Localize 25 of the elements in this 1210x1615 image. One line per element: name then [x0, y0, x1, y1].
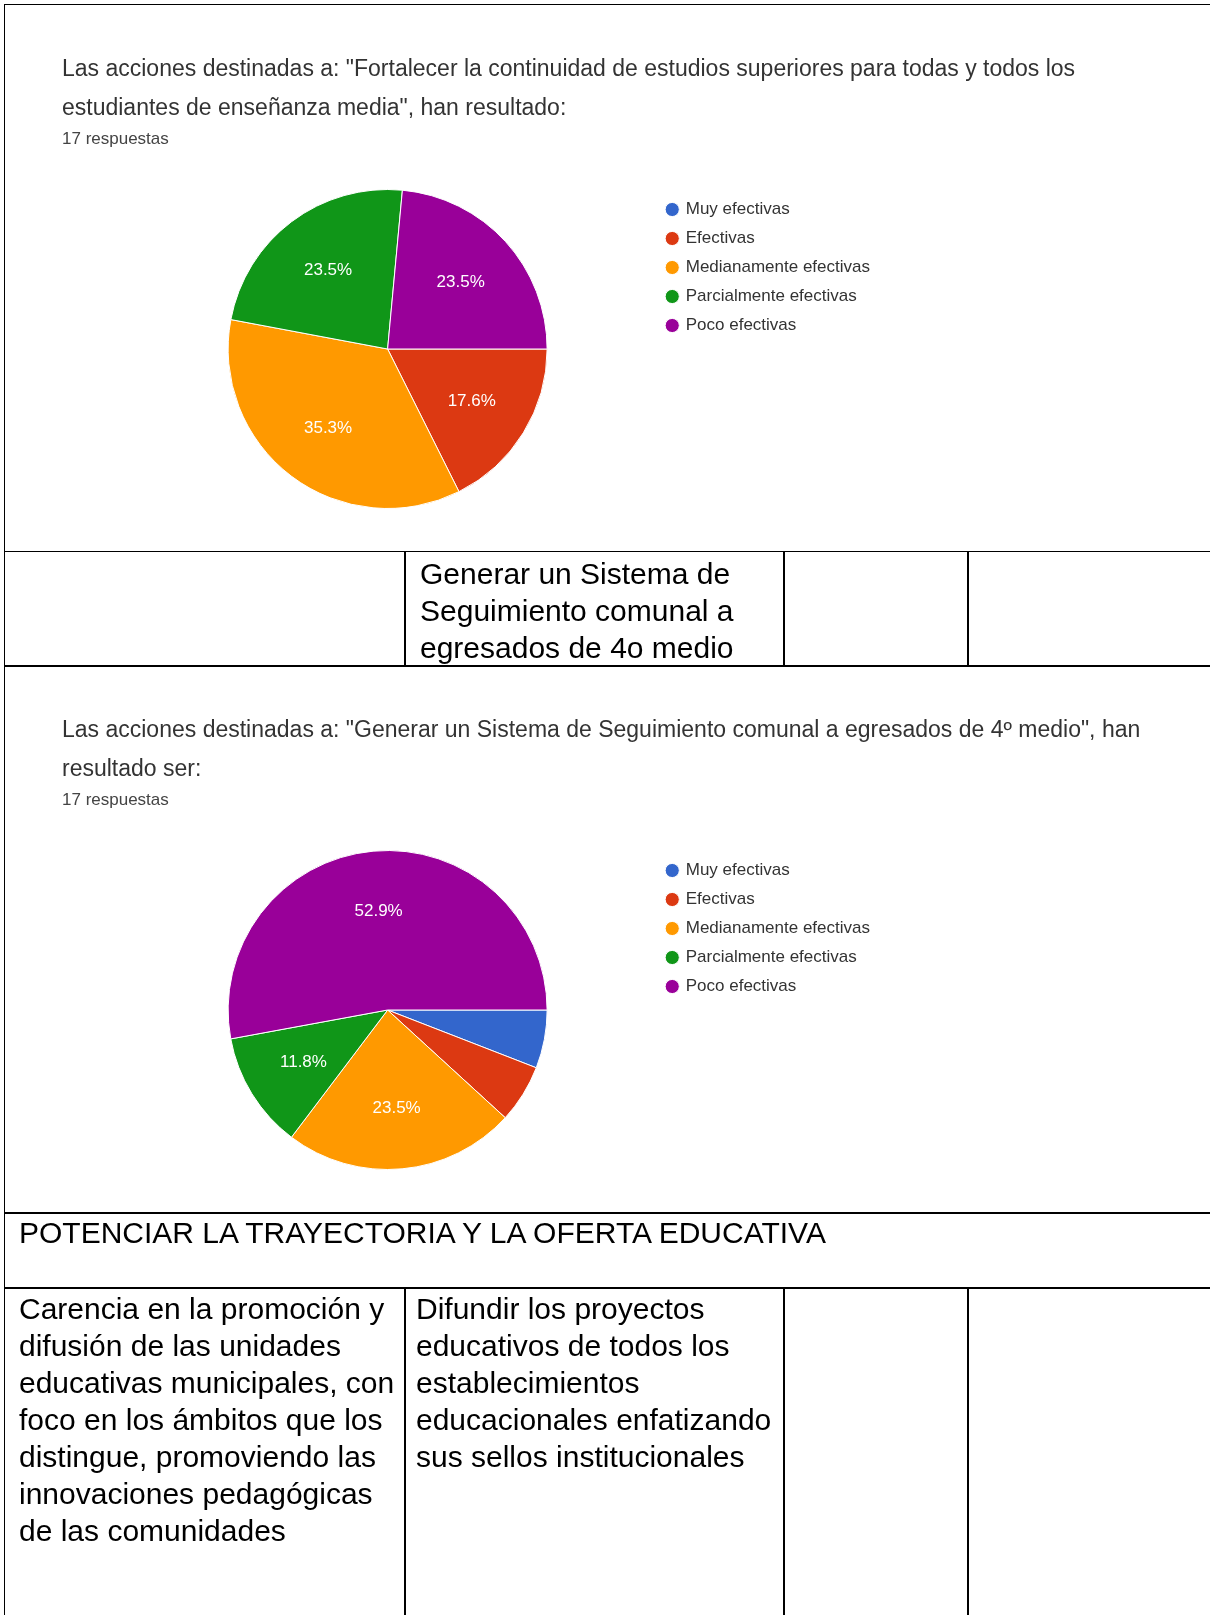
chart-subtitle: 17 respuestas: [62, 129, 169, 149]
chart-title: Las acciones destinadas a: "Fortalecer la continuidad de estudios superiores para todas y todos los estudiantes de enseñanza media", han resultado:: [62, 54, 1077, 122]
legend-label: Parcialmente efectivas: [685, 286, 857, 306]
legend-label: Muy efectivas: [685, 860, 790, 880]
legend-label: Parcialmente efectivas: [685, 947, 857, 967]
legend-label: Medianamente efectivas: [685, 918, 871, 938]
legend-label: Muy efectivas: [685, 199, 790, 219]
data-label: 23.5%: [436, 272, 485, 292]
data-label: 17.6%: [447, 390, 496, 410]
text: Difundir los proyectos educativos de todos los establecimientos educacionales enfatizando sus sellos institucionales: [416, 1291, 773, 1475]
data-label: 35.3%: [303, 417, 353, 437]
chart-title: Las acciones destinadas a: "Generar un Sistema de Seguimiento comunal a egresados de 4º medio", han resultado ser:: [62, 715, 1142, 783]
text: POTENCIAR LA TRAYECTORIA Y LA OFERTA EDUCATIVA: [19, 1215, 827, 1251]
legend-label: Medianamente efectivas: [685, 257, 871, 277]
data-label: 52.9%: [354, 901, 403, 921]
chart-subtitle: 17 respuestas: [62, 790, 169, 810]
legend-label: Poco efectivas: [685, 315, 797, 335]
data-label: 23.5%: [372, 1098, 421, 1118]
legend-label: Efectivas: [685, 889, 755, 909]
legend-label: Efectivas: [685, 228, 755, 248]
legend-label: Poco efectivas: [685, 976, 797, 996]
data-label: 11.8%: [279, 1051, 327, 1071]
text: Carencia en la promoción y difusión de las unidades educativas municipales, con foco en los ámbitos que los distingue, promoviendo las innovaciones pedagógicas de las comunidades: [19, 1291, 396, 1549]
text: Generar un Sistema de Seguimiento comunal a egresados de 4o medio: [420, 556, 735, 666]
data-label: 23.5%: [303, 259, 353, 279]
